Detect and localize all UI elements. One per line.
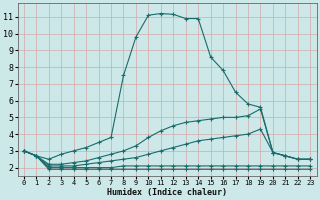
X-axis label: Humidex (Indice chaleur): Humidex (Indice chaleur)	[107, 188, 227, 197]
